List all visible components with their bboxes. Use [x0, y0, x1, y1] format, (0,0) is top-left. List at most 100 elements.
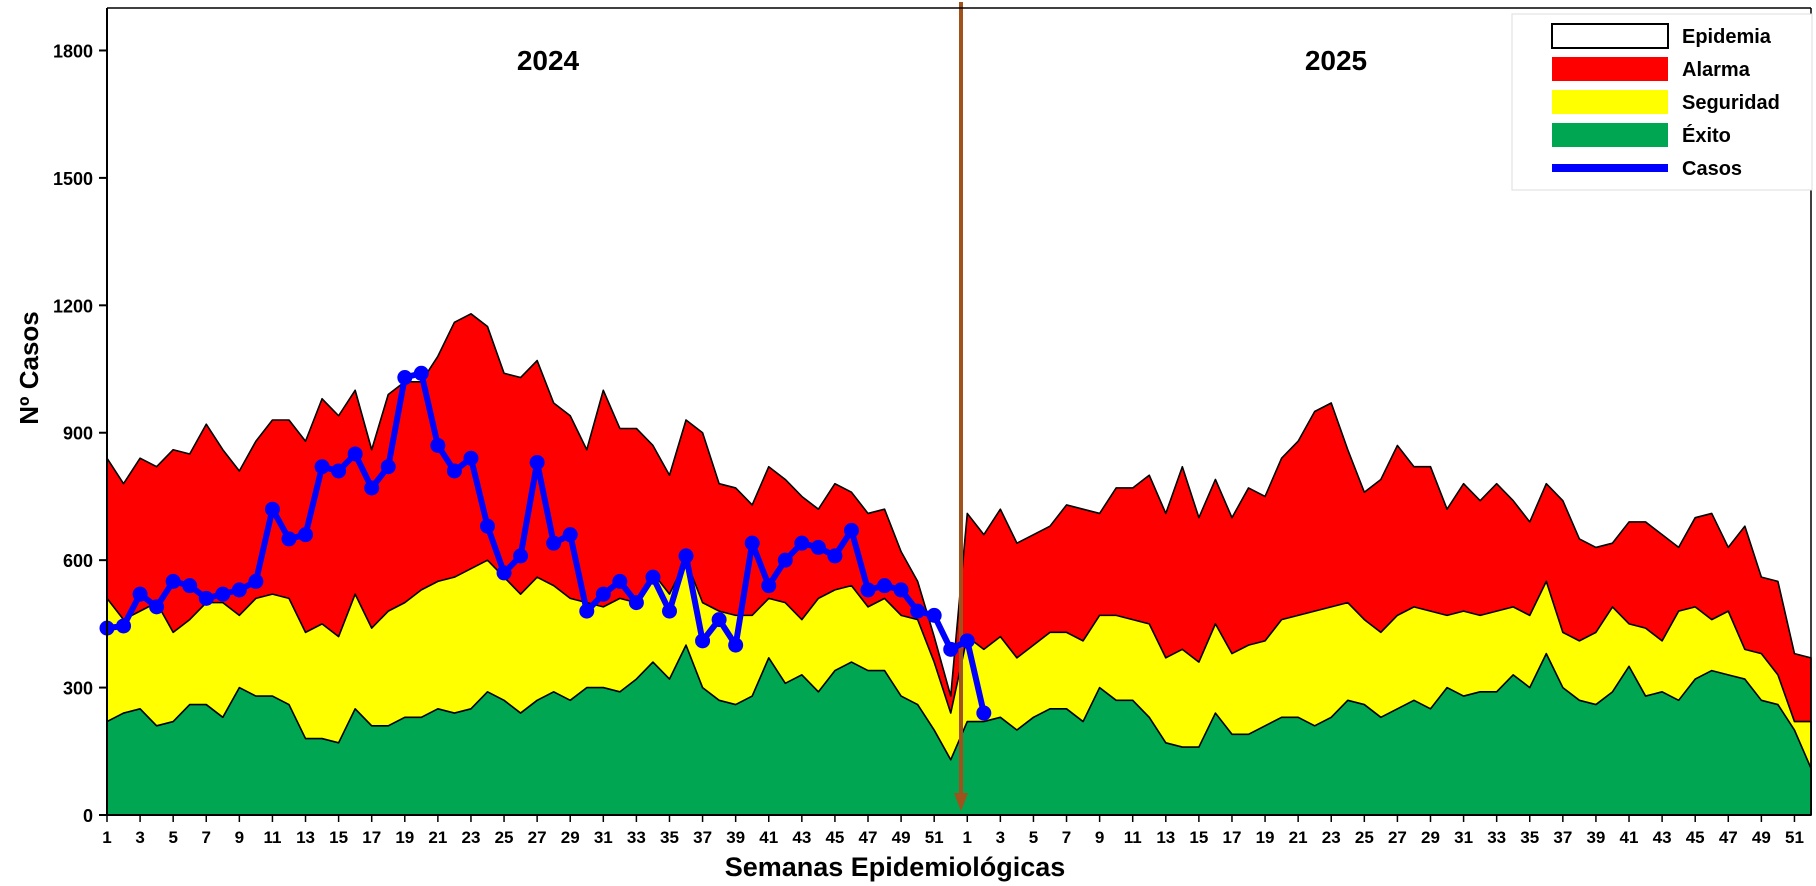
x-tick-label: 29 — [561, 828, 580, 847]
casos-point — [298, 527, 314, 543]
x-tick-label: 37 — [693, 828, 712, 847]
casos-point — [678, 548, 694, 564]
x-tick-label: 21 — [1289, 828, 1308, 847]
x-tick-label: 33 — [627, 828, 646, 847]
period-label-2025: 2025 — [1305, 45, 1367, 76]
x-tick-label: 27 — [1388, 828, 1407, 847]
casos-point — [463, 450, 479, 466]
casos-point — [248, 573, 264, 589]
y-tick-label: 900 — [63, 424, 93, 444]
x-tick-label: 23 — [462, 828, 481, 847]
x-tick-label: 17 — [1223, 828, 1242, 847]
x-ticks: 1 3 5 7 9 11 13 15 17 19 21 23 25 27 29 31 33 35 37 39 41 43 4… — [102, 815, 1804, 847]
casos-point — [943, 641, 959, 657]
casos-point — [347, 446, 363, 462]
x-tick-label: 43 — [1653, 828, 1672, 847]
x-tick-label: 35 — [660, 828, 679, 847]
casos-point — [496, 565, 512, 581]
y-ticks: 0 300 600 900 1200 1500 1800 — [53, 41, 107, 826]
legend-label: Seguridad — [1682, 92, 1780, 114]
y-tick-label: 300 — [63, 679, 93, 699]
x-tick-label: 25 — [495, 828, 514, 847]
legend-swatch — [1552, 123, 1668, 147]
casos-point — [761, 578, 777, 594]
casos-point — [711, 612, 727, 628]
casos-point — [231, 582, 247, 598]
casos-point — [579, 603, 595, 619]
casos-point — [843, 522, 859, 538]
casos-point — [645, 569, 661, 585]
casos-point — [661, 603, 677, 619]
x-tick-label: 33 — [1487, 828, 1506, 847]
casos-point — [529, 454, 545, 470]
x-tick-label: 1 — [102, 828, 111, 847]
casos-point — [959, 633, 975, 649]
casos-point — [728, 637, 744, 653]
legend-label: Casos — [1682, 158, 1742, 180]
legend-swatch-casos — [1552, 164, 1668, 172]
casos-point — [413, 365, 429, 381]
casos-point — [976, 705, 992, 721]
y-tick-label: 600 — [63, 551, 93, 571]
casos-point — [331, 463, 347, 479]
x-tick-label: 37 — [1553, 828, 1572, 847]
x-tick-label: 31 — [594, 828, 613, 847]
x-tick-label: 41 — [1620, 828, 1639, 847]
casos-point — [182, 578, 198, 594]
x-tick-label: 13 — [1156, 828, 1175, 847]
x-tick-label: 47 — [859, 828, 878, 847]
y-tick-label: 0 — [83, 806, 93, 826]
casos-point — [397, 370, 413, 386]
x-tick-label: 39 — [1586, 828, 1605, 847]
casos-point — [364, 480, 380, 496]
casos-point — [149, 599, 165, 615]
x-tick-label: 29 — [1421, 828, 1440, 847]
x-tick-label: 19 — [1256, 828, 1275, 847]
x-tick-label: 1 — [963, 828, 972, 847]
casos-point — [612, 573, 628, 589]
x-tick-label: 49 — [1752, 828, 1771, 847]
casos-point — [198, 590, 214, 606]
x-tick-label: 19 — [395, 828, 414, 847]
x-tick-label: 5 — [168, 828, 177, 847]
casos-point — [794, 535, 810, 551]
x-tick-label: 7 — [202, 828, 211, 847]
area-exito — [106, 644, 1812, 816]
casos-point — [132, 586, 148, 602]
casos-point — [165, 573, 181, 589]
casos-point — [380, 459, 396, 475]
casos-line — [99, 365, 992, 721]
casos-point — [926, 607, 942, 623]
casos-point — [513, 548, 529, 564]
x-tick-label: 11 — [1124, 828, 1142, 847]
x-tick-label: 31 — [1454, 828, 1473, 847]
casos-point — [562, 527, 578, 543]
casos-point — [744, 535, 760, 551]
x-tick-label: 49 — [892, 828, 911, 847]
x-tick-label: 51 — [1785, 828, 1804, 847]
x-tick-label: 15 — [329, 828, 348, 847]
x-tick-label: 39 — [726, 828, 745, 847]
legend-swatch — [1552, 57, 1668, 81]
casos-point — [215, 586, 231, 602]
casos-point — [910, 603, 926, 619]
casos-point — [264, 501, 280, 517]
x-tick-label: 21 — [428, 828, 447, 847]
casos-point — [595, 586, 611, 602]
x-tick-label: 45 — [825, 828, 844, 847]
x-tick-label: 47 — [1719, 828, 1738, 847]
x-tick-label: 5 — [1029, 828, 1038, 847]
casos-point — [546, 535, 562, 551]
y-tick-label: 1800 — [53, 41, 93, 61]
x-tick-label: 51 — [925, 828, 944, 847]
casos-point — [695, 633, 711, 649]
x-tick-label: 7 — [1062, 828, 1071, 847]
x-tick-label: 41 — [759, 828, 778, 847]
x-tick-label: 35 — [1520, 828, 1539, 847]
x-tick-label: 11 — [263, 828, 281, 847]
x-tick-label: 27 — [528, 828, 547, 847]
x-tick-label: 15 — [1189, 828, 1208, 847]
casos-point — [480, 518, 495, 534]
y-axis-label: Nº Casos — [14, 311, 44, 425]
